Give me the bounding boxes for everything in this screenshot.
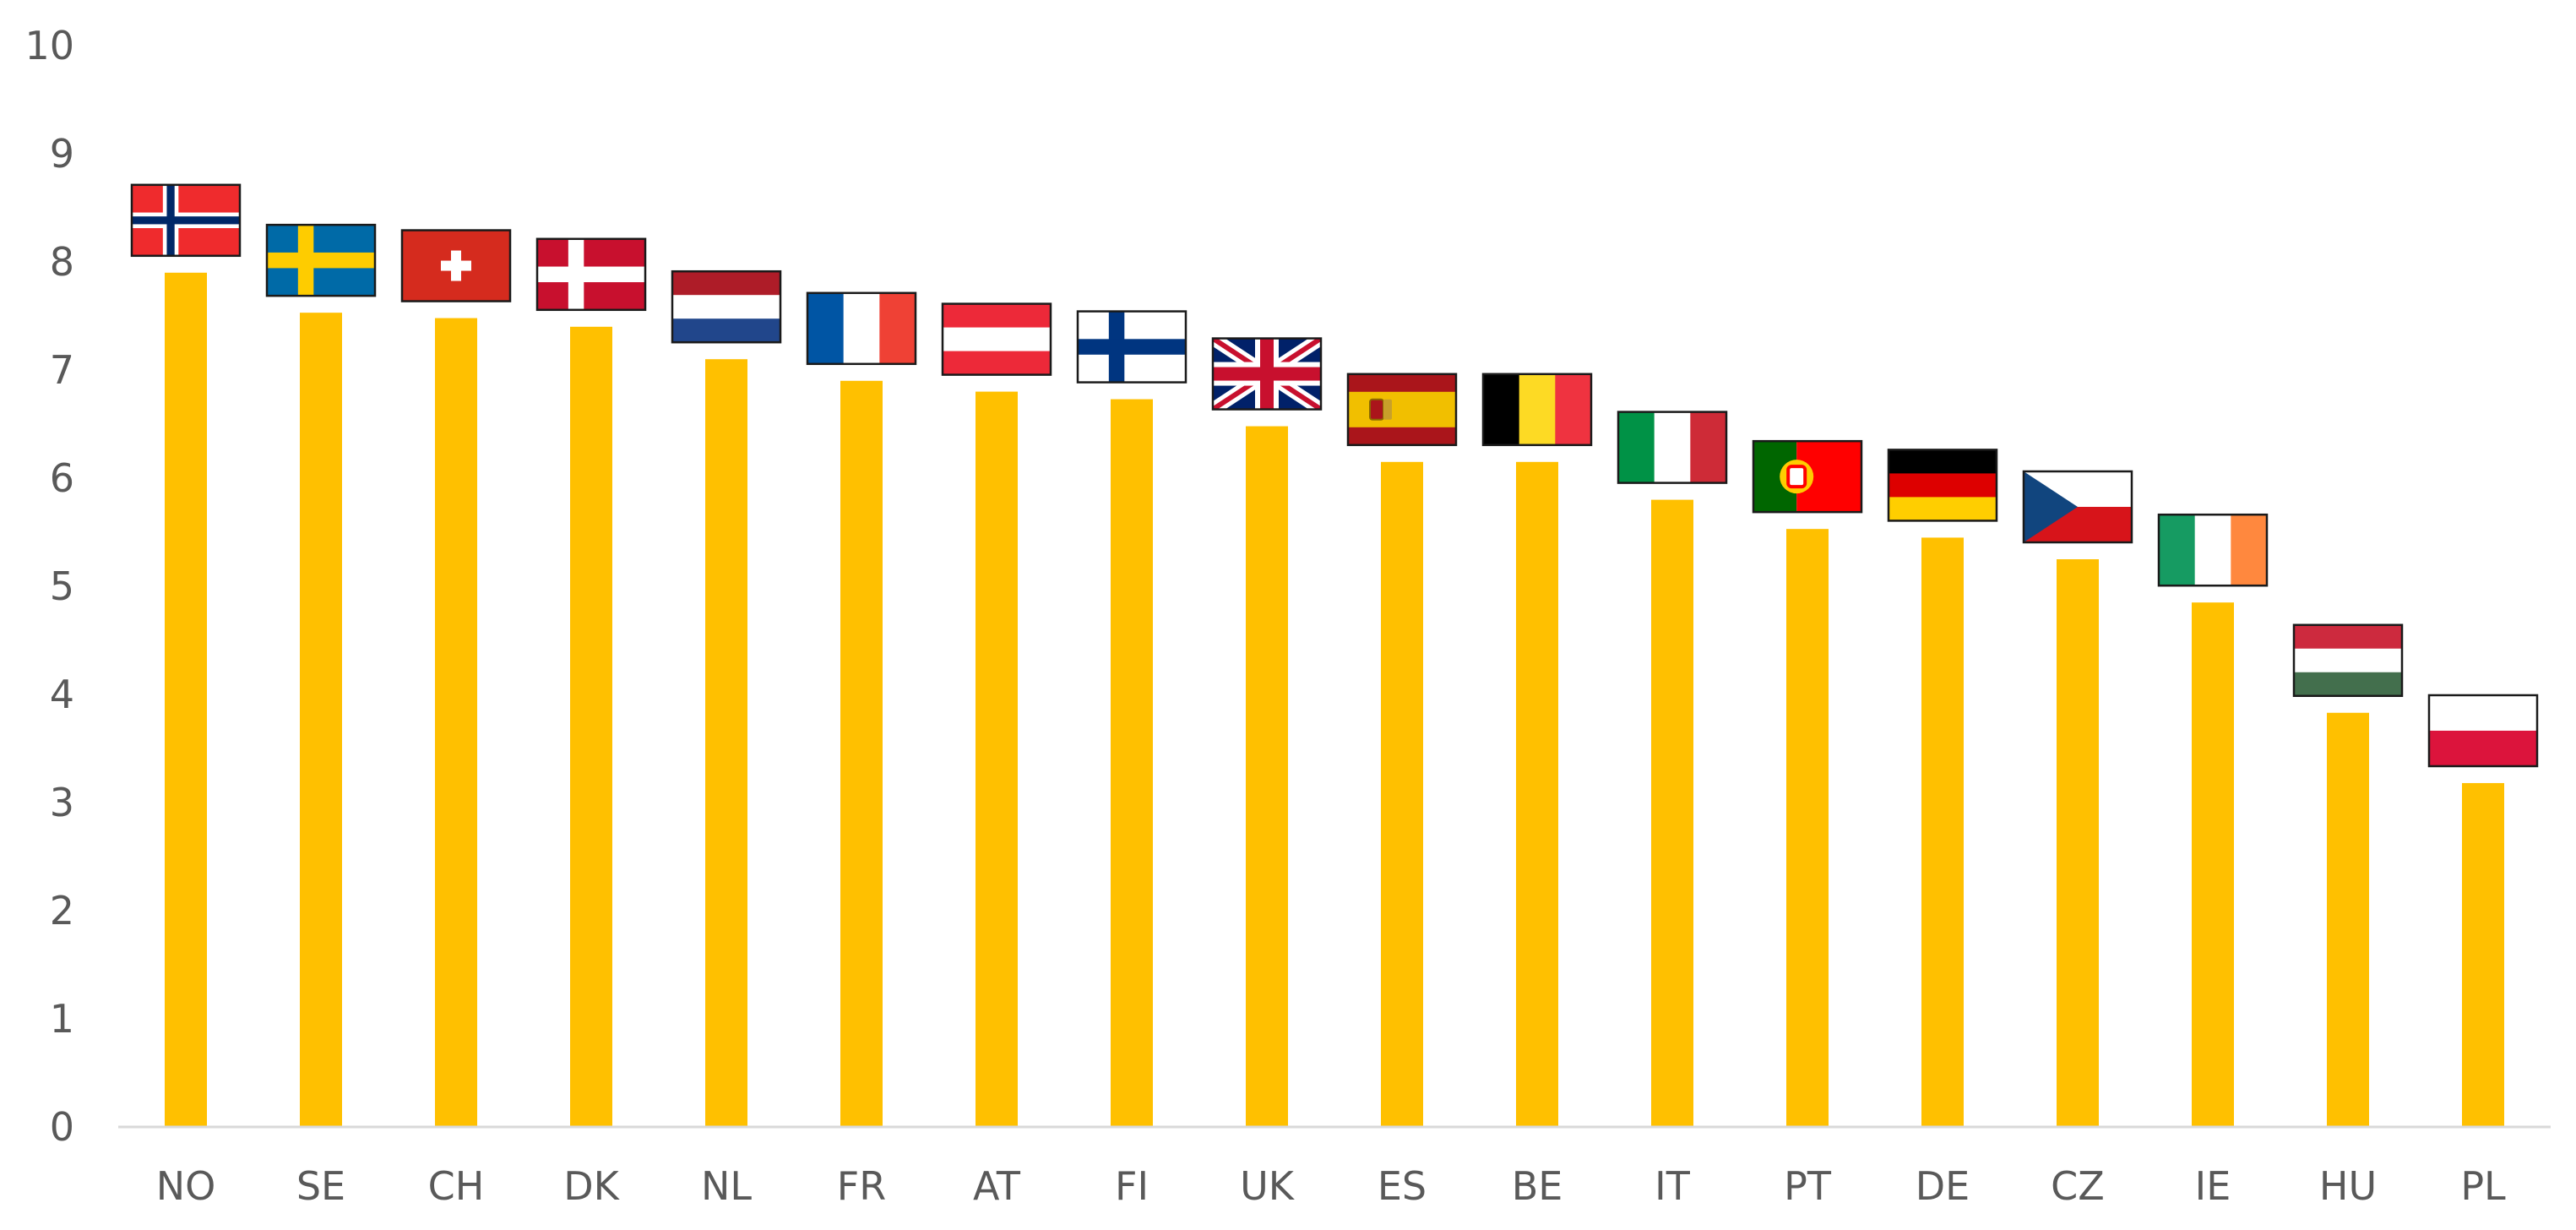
x-tick-label: IE (2195, 1163, 2231, 1209)
bar-at (976, 391, 1018, 1128)
x-tick-label: IT (1655, 1163, 1691, 1209)
bar-it (1651, 499, 1693, 1127)
x-tick-label: CH (428, 1163, 485, 1209)
hungary-flag-icon (2292, 623, 2404, 698)
y-tick-label: 8 (50, 239, 74, 285)
y-tick-label: 3 (50, 780, 74, 825)
bar-dk (570, 326, 612, 1127)
x-tick-label: DK (563, 1163, 620, 1209)
norway-flag-icon (130, 183, 242, 258)
x-axis: NO SE CH DK NL FR AT FI UK ES BE IT PT DE CZ IE HU PL (156, 1163, 2506, 1209)
x-tick-label: PT (1784, 1163, 1832, 1209)
y-tick-label: 9 (50, 131, 74, 177)
y-tick-label: 1 (50, 996, 74, 1042)
denmark-flag-icon (535, 237, 647, 312)
ireland-flag-icon (2157, 513, 2269, 587)
x-tick-label: CZ (2051, 1163, 2105, 1209)
uk-flag-icon (1211, 337, 1323, 411)
bar-ie (2192, 602, 2234, 1127)
y-axis: 0 1 2 3 4 5 6 7 8 9 10 (24, 23, 74, 1150)
y-tick-label: 2 (50, 888, 74, 933)
bar-fr (840, 380, 883, 1127)
bar-ch (435, 318, 477, 1127)
france-flag-icon (806, 291, 917, 366)
y-tick-label: 0 (50, 1104, 74, 1150)
czech-flag-icon (2022, 470, 2133, 544)
poland-flag-icon (2427, 694, 2539, 768)
y-tick-label: 10 (24, 23, 74, 68)
y-tick-label: 5 (50, 563, 74, 609)
bar-cz (2057, 559, 2099, 1127)
x-tick-label: UK (1240, 1163, 1296, 1209)
germany-flag-icon (1887, 449, 1998, 522)
x-tick-label: FI (1115, 1163, 1149, 1209)
belgium-flag-icon (1481, 373, 1593, 447)
x-tick-label: FR (837, 1163, 886, 1209)
finland-flag-icon (1076, 310, 1187, 384)
x-tick-label: PL (2460, 1163, 2506, 1209)
x-tick-label: DE (1916, 1163, 1970, 1209)
x-tick-label: HU (2319, 1163, 2377, 1209)
x-tick-label: NL (701, 1163, 752, 1209)
y-tick-label: 6 (50, 455, 74, 501)
bar-no (165, 272, 207, 1127)
switzerland-flag-icon (400, 229, 512, 302)
bar-nl (705, 359, 747, 1127)
bar-hu (2327, 712, 2369, 1127)
x-tick-label: ES (1378, 1163, 1427, 1209)
italy-flag-icon (1617, 411, 1728, 484)
netherlands-flag-icon (671, 269, 782, 344)
bars (165, 272, 2504, 1128)
bar-es (1381, 461, 1423, 1127)
x-tick-label: AT (973, 1163, 1021, 1209)
sweden-flag-icon (265, 223, 377, 297)
austria-flag-icon (941, 302, 1052, 376)
x-tick-label: NO (156, 1163, 216, 1209)
portugal-flag-icon (1752, 439, 1863, 514)
flags (130, 183, 2539, 768)
bar-pl (2462, 782, 2504, 1127)
spain-flag-icon (1346, 373, 1458, 447)
bar-fi (1111, 399, 1153, 1127)
y-tick-label: 4 (50, 672, 74, 717)
y-tick-label: 7 (50, 347, 74, 393)
bar-se (300, 313, 342, 1127)
bar-de (1921, 537, 1964, 1127)
x-tick-label: SE (296, 1163, 345, 1209)
bar-pt (1786, 529, 1829, 1127)
bar-uk (1246, 426, 1288, 1127)
x-tick-label: BE (1512, 1163, 1563, 1209)
bar-be (1516, 461, 1558, 1127)
